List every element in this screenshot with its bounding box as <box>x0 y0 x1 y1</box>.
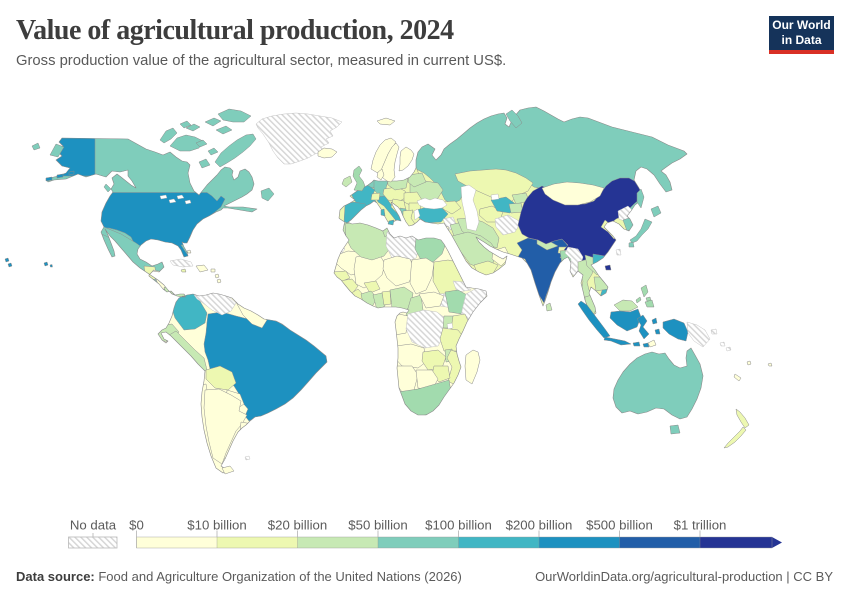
svg-text:$50 billion: $50 billion <box>348 518 407 533</box>
svg-text:$0: $0 <box>129 518 144 533</box>
svg-text:No data: No data <box>70 518 117 533</box>
svg-text:$500 billion: $500 billion <box>586 518 653 533</box>
svg-text:$100 billion: $100 billion <box>425 518 492 533</box>
svg-text:$10 billion: $10 billion <box>187 518 246 533</box>
svg-text:$200 billion: $200 billion <box>506 518 573 533</box>
svg-text:$20 billion: $20 billion <box>268 518 327 533</box>
svg-text:$1 trillion: $1 trillion <box>674 518 727 533</box>
